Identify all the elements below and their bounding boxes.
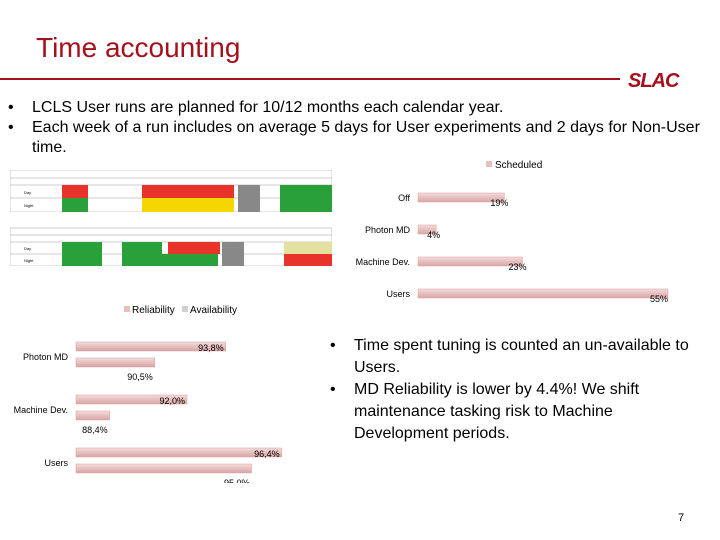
data-label: 19%: [490, 198, 508, 208]
bar: [75, 463, 252, 474]
category-label: Photon MD: [23, 352, 69, 362]
title-rule: [0, 78, 620, 80]
calendar-thumbnail-1: Day Night: [9, 169, 333, 213]
bar: [417, 288, 669, 299]
slide-title: Time accounting: [36, 32, 241, 63]
bar: [417, 256, 523, 267]
top-bullet-list: LCLS User runs are planned for 10/12 mon…: [8, 98, 708, 158]
data-label: 92,0%: [159, 396, 185, 406]
calendar-row-label: Night: [24, 258, 34, 263]
bar: [417, 224, 437, 235]
legend-swatch-availability: [182, 306, 188, 312]
legend-swatch: [486, 161, 492, 167]
bullet-item: Each week of a run includes on average 5…: [8, 118, 708, 158]
legend-swatch-reliability: [124, 306, 130, 312]
legend-label-reliability: Reliability: [132, 305, 175, 316]
calendar-row-label: Night: [24, 203, 34, 208]
data-label: 4%: [427, 230, 440, 240]
bar: [417, 192, 505, 203]
category-label: Users: [44, 458, 68, 468]
bar: [75, 394, 188, 405]
bar: [75, 410, 110, 421]
calendar-row-label: Day: [24, 190, 31, 195]
calendar-grid-1: Day Night: [9, 169, 333, 213]
calendar-grid-2: Day Night: [9, 227, 333, 267]
slac-logo: SLAC: [628, 70, 679, 92]
category-label: Users: [386, 289, 410, 299]
category-label: Machine Dev.: [14, 405, 68, 415]
data-label: 90,5%: [127, 372, 153, 382]
category-label: Machine Dev.: [356, 257, 410, 267]
legend-label-availability: Availability: [190, 305, 237, 316]
page-number: 7: [678, 512, 685, 524]
bullet-item: MD Reliability is lower by 4.4%! We shif…: [330, 379, 690, 445]
bar: [75, 341, 226, 352]
data-label: 88,4%: [82, 425, 108, 435]
data-label: 95,0%: [224, 478, 250, 483]
bar: [75, 447, 282, 458]
scheduled-chart: Scheduled Off 19% Photon MD 4% Machine Dev. 2…: [356, 160, 669, 304]
calendar-row-label: Day: [24, 246, 31, 251]
bar: [75, 357, 155, 368]
bullet-item: Time spent tuning is counted an un-avail…: [330, 335, 690, 379]
calendar-thumbnail-2: Day Night: [9, 218, 333, 267]
legend-label-scheduled: Scheduled: [495, 160, 542, 171]
category-label: Off: [398, 193, 410, 203]
data-label: 23%: [509, 262, 527, 272]
data-label: 55%: [650, 294, 668, 304]
category-label: Photon MD: [365, 225, 411, 235]
bullet-item: LCLS User runs are planned for 10/12 mon…: [8, 98, 708, 118]
data-label: 93,8%: [198, 343, 224, 353]
data-label: 96,4%: [254, 449, 280, 459]
right-bullet-list: Time spent tuning is counted an un-avail…: [330, 335, 690, 445]
reliability-chart: Reliability Availability Photon MD 93,8% 9…: [14, 305, 282, 483]
